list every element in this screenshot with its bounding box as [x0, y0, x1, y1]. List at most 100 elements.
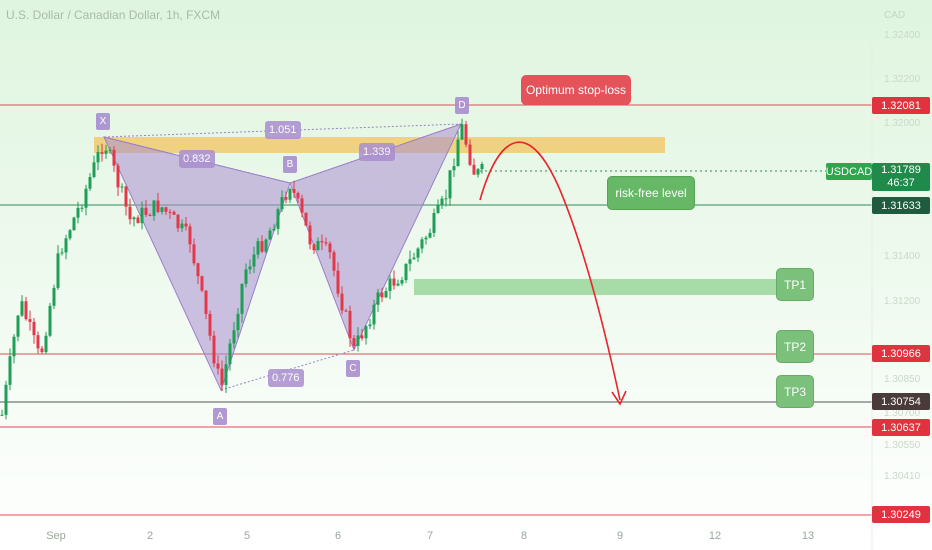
candle-body — [348, 310, 352, 339]
candle-body — [212, 335, 216, 364]
tp3-label: TP3 — [776, 375, 814, 408]
candle-body — [436, 205, 440, 214]
candle-body — [96, 152, 100, 163]
candle-body — [0, 414, 4, 416]
candle-body — [256, 241, 260, 255]
candle-body — [116, 165, 120, 188]
candle-body — [192, 244, 196, 264]
candle-body — [92, 162, 96, 178]
x-axis-label: 13 — [801, 530, 815, 542]
y-axis-label: 1.30550 — [884, 440, 921, 451]
candle-body — [268, 230, 272, 240]
candle-body — [432, 213, 436, 233]
candle-body — [356, 335, 360, 346]
candle-body — [204, 290, 208, 314]
point-c-label: C — [346, 360, 360, 377]
candle-body — [272, 228, 276, 231]
candle-body — [480, 164, 484, 170]
candle-body — [472, 164, 476, 175]
candle-body — [252, 254, 256, 267]
candle-body — [48, 305, 52, 336]
point-x-label: X — [96, 113, 110, 130]
candle-body — [244, 269, 248, 284]
x-axis-label: 6 — [334, 530, 342, 542]
x-axis-label: 2 — [146, 530, 154, 542]
candle-body — [4, 384, 8, 415]
candle-body — [448, 170, 452, 199]
bar-countdown: 46:37 — [887, 177, 915, 189]
candle-body — [300, 198, 304, 213]
tp1-label: TP1 — [776, 268, 814, 301]
candle-body — [344, 310, 348, 312]
candle-body — [28, 319, 32, 322]
candle-body — [12, 336, 16, 357]
price-tag-tp3: 1.30754 — [872, 393, 930, 410]
candle-body — [384, 290, 388, 298]
candle-body — [84, 188, 88, 208]
candle-body — [216, 363, 220, 369]
candle-body — [412, 257, 416, 260]
candle-body — [328, 243, 332, 253]
candle-body — [180, 223, 184, 229]
candle-body — [416, 248, 420, 258]
candle-body — [8, 356, 12, 385]
candle-body — [80, 207, 84, 209]
candle-body — [396, 283, 400, 286]
price-tag-low: 1.30637 — [872, 419, 930, 436]
candle-body — [352, 338, 356, 346]
candle-body — [152, 200, 156, 216]
candle-body — [104, 150, 108, 154]
candle-body — [72, 217, 76, 231]
candle-body — [392, 278, 396, 286]
candle-body — [44, 335, 48, 353]
candle-body — [380, 292, 384, 298]
candle-body — [172, 211, 176, 215]
candle-body — [400, 279, 404, 284]
point-a-label: A — [213, 408, 227, 425]
candle-body — [144, 207, 148, 215]
ratio-ac: 0.776 — [268, 369, 304, 387]
candle-body — [24, 301, 28, 320]
candle-body — [208, 313, 212, 336]
candle-body — [188, 226, 192, 245]
y-axis-label: 1.32000 — [884, 118, 921, 129]
candle-body — [40, 348, 44, 353]
candle-body — [320, 241, 324, 243]
xd-dotted — [103, 123, 462, 138]
candle-body — [372, 304, 376, 325]
last-price-value: 1.31789 — [881, 164, 921, 176]
candle-body — [444, 198, 448, 200]
candle-body — [236, 313, 240, 331]
candle-body — [440, 198, 444, 206]
candle-body — [324, 242, 328, 244]
candle-body — [20, 301, 24, 316]
candle-body — [164, 207, 168, 212]
stop-loss-callout: Optimum stop-loss — [521, 75, 631, 105]
candle-body — [284, 196, 288, 200]
candle-body — [156, 200, 160, 212]
candle-body — [32, 321, 36, 336]
candle-body — [52, 287, 56, 306]
candle-body — [452, 166, 456, 171]
candle-body — [120, 186, 124, 188]
candle-body — [276, 209, 280, 229]
candle-body — [148, 214, 152, 216]
candle-body — [64, 238, 68, 253]
last-price-tag: 1.31789 46:37 — [872, 163, 930, 191]
candle-body — [140, 207, 144, 224]
candle-body — [468, 144, 472, 165]
candle-body — [428, 232, 432, 238]
candle-body — [376, 292, 380, 305]
candle-body — [368, 324, 372, 327]
candle-body — [280, 196, 284, 210]
y-axis-label: 1.31200 — [884, 296, 921, 307]
ratio-xb: 0.832 — [179, 150, 215, 168]
candle-body — [304, 212, 308, 226]
candle-body — [260, 241, 264, 252]
candle-body — [408, 259, 412, 264]
candle-body — [464, 124, 468, 145]
x-axis-label: 12 — [708, 530, 722, 542]
candle-body — [132, 217, 136, 220]
candle-body — [296, 192, 300, 199]
